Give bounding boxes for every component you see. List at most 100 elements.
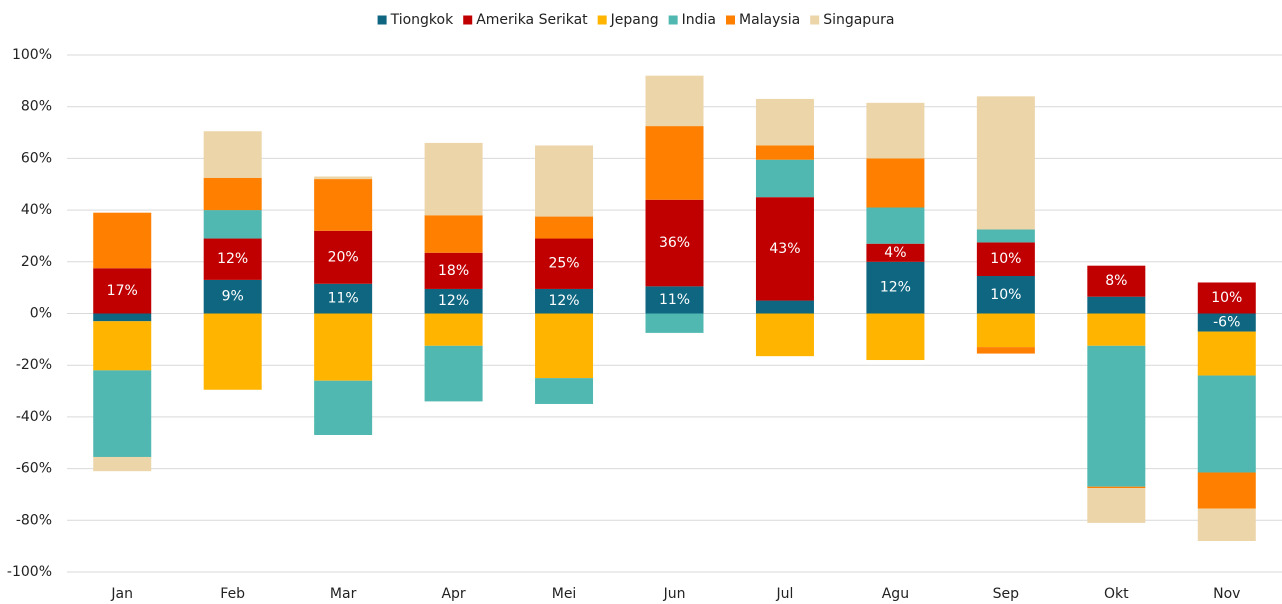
- y-tick-label: 0%: [30, 306, 52, 322]
- legend-label: India: [682, 12, 716, 28]
- y-tick-label: 60%: [21, 150, 52, 166]
- y-tick-label: 100%: [12, 47, 52, 63]
- x-tick-label: Mei: [552, 586, 577, 602]
- bar-segment: [645, 286, 704, 314]
- bar-segment: [1197, 375, 1256, 473]
- legend-item: India: [668, 12, 716, 28]
- bar-segment: [755, 145, 814, 160]
- legend-swatch: [726, 15, 735, 25]
- bar-segment: [1197, 472, 1256, 509]
- bar-segment: [1087, 265, 1146, 297]
- bar-segment: [1087, 486, 1146, 488]
- bar-segment: [93, 313, 152, 322]
- bar-segment: [1197, 313, 1256, 332]
- bar-segment: [755, 313, 814, 357]
- segment-label: 25%: [548, 256, 579, 272]
- bar-segment: [535, 216, 594, 239]
- bar-segment: [866, 313, 925, 361]
- bar-segment: [535, 378, 594, 404]
- bar-segment: [976, 313, 1035, 348]
- y-tick-label: -20%: [16, 357, 52, 373]
- legend-item: Amerika Serikat: [463, 12, 588, 28]
- bar-segment: [1087, 296, 1146, 314]
- bar-segment: [203, 238, 262, 280]
- bar-segment: [1197, 282, 1256, 314]
- segment-label: 12%: [880, 280, 911, 296]
- bar-segment: [203, 279, 262, 314]
- bar-segment: [93, 268, 152, 314]
- x-tick-label: Okt: [1104, 586, 1129, 602]
- segment-label: 17%: [107, 283, 138, 299]
- bar-segment: [424, 345, 483, 402]
- legend-label: Jepang: [610, 12, 659, 28]
- segment-label: 36%: [659, 235, 690, 251]
- bar-segment: [755, 159, 814, 198]
- bar-segment: [866, 243, 925, 262]
- legend-item: Singapura: [810, 12, 894, 28]
- x-tick-label: Feb: [220, 586, 245, 602]
- bar-segment: [314, 283, 373, 314]
- legend-item: Tiongkok: [377, 12, 455, 28]
- legend-swatch: [668, 15, 678, 25]
- bar-segment: [976, 347, 1035, 354]
- legend-swatch: [377, 15, 387, 25]
- x-tick-label: Sep: [993, 586, 1020, 602]
- bar-segment: [203, 210, 262, 239]
- segment-label: 12%: [438, 293, 469, 309]
- bar-segment: [535, 313, 594, 379]
- bar-segment: [203, 177, 262, 211]
- bar-segment: [645, 199, 704, 287]
- bar-segment: [314, 380, 373, 435]
- bar-segment: [314, 230, 373, 284]
- bar-segment: [535, 288, 594, 314]
- segment-label: 20%: [328, 249, 359, 265]
- bar-segment: [976, 242, 1035, 277]
- bar-segment: [535, 145, 594, 217]
- bar-segment: [424, 142, 483, 216]
- bar-segment: [976, 96, 1035, 230]
- segment-label: 11%: [328, 291, 359, 307]
- bar-segment: [314, 176, 373, 180]
- bar-segment: [1087, 345, 1146, 487]
- segment-label: 10%: [1211, 290, 1242, 306]
- bar-segment: [755, 197, 814, 301]
- bar-segment: [93, 212, 152, 269]
- segment-label: 10%: [990, 251, 1021, 267]
- legend-label: Singapura: [823, 12, 894, 28]
- bar-segment: [203, 313, 262, 390]
- bar-segment: [1087, 313, 1146, 346]
- bar-segment: [424, 215, 483, 253]
- bar-segment: [645, 313, 704, 333]
- x-tick-label: Jun: [663, 586, 686, 602]
- x-tick-label: Jul: [776, 586, 794, 602]
- y-tick-label: 80%: [21, 99, 52, 115]
- legend-label: Amerika Serikat: [476, 12, 588, 28]
- bar-segment: [976, 276, 1035, 314]
- bar-segment: [866, 207, 925, 244]
- segment-label: 9%: [222, 289, 244, 305]
- bar-segment: [645, 126, 704, 200]
- bar-segment: [976, 229, 1035, 243]
- segment-label: 12%: [548, 293, 579, 309]
- y-tick-label: -40%: [16, 409, 52, 425]
- x-tick-label: Agu: [882, 586, 909, 602]
- bar-segment: [755, 300, 814, 314]
- segment-label: 18%: [438, 263, 469, 279]
- bar-segment: [314, 179, 373, 231]
- x-tick-label: Nov: [1213, 586, 1240, 602]
- y-tick-label: -60%: [16, 461, 52, 477]
- segment-label: -6%: [1213, 315, 1240, 331]
- bar-segment: [1087, 487, 1146, 523]
- bar-segment: [755, 98, 814, 146]
- bar-segment: [424, 313, 483, 346]
- legend-label: Tiongkok: [390, 12, 455, 28]
- x-tick-label: Apr: [441, 586, 465, 602]
- segment-label: 12%: [217, 251, 248, 267]
- segment-label: 8%: [1105, 273, 1127, 289]
- y-tick-label: 40%: [21, 202, 52, 218]
- legend-label: Malaysia: [739, 12, 800, 28]
- legend-swatch: [810, 15, 820, 25]
- legend-swatch: [597, 15, 607, 25]
- legend-item: Malaysia: [726, 12, 800, 28]
